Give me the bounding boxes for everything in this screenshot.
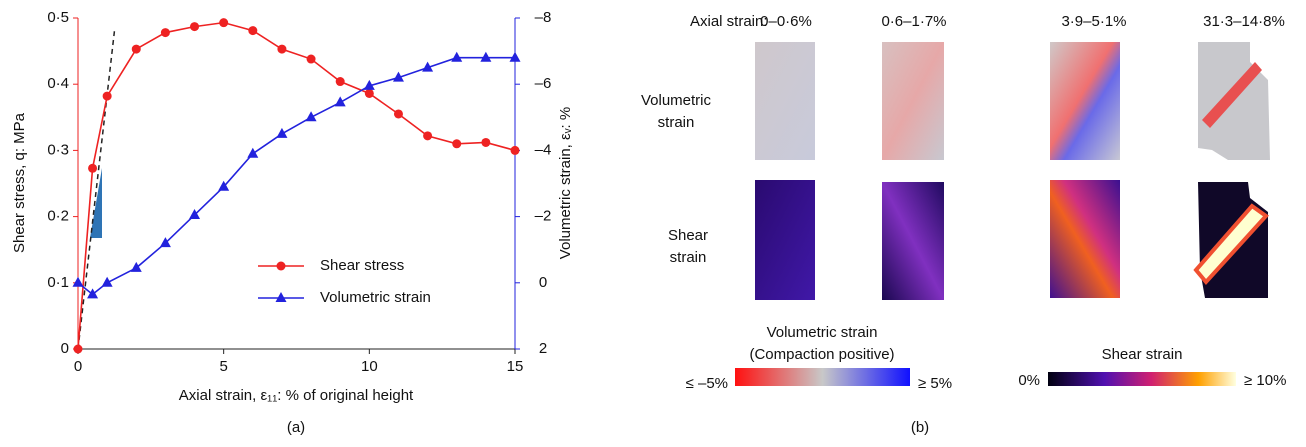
image-tile — [882, 182, 944, 300]
y2-tick-label: –4 — [535, 141, 552, 158]
colorbar-label: ≥ 5% — [918, 375, 952, 392]
row-label: Volumetric — [641, 92, 712, 109]
marker — [277, 262, 286, 271]
y2-tick-label: –8 — [535, 9, 552, 26]
y-tick-label: 0·4 — [47, 75, 69, 92]
y-tick-label: 0·5 — [47, 9, 69, 26]
x-tick-label: 5 — [219, 358, 227, 375]
column-label: 0·6–1·7% — [881, 13, 946, 30]
marker — [276, 128, 287, 138]
marker — [248, 26, 257, 35]
marker — [103, 92, 112, 101]
marker — [73, 277, 84, 287]
y-tick-label: 0·1 — [47, 274, 69, 291]
marker — [423, 131, 432, 140]
marker — [480, 52, 491, 62]
colorbar — [1048, 372, 1236, 386]
marker — [481, 138, 490, 147]
volumetric-images — [755, 42, 1270, 160]
marker — [247, 148, 258, 158]
y-tick-label: 0 — [61, 340, 69, 357]
y2-tick-label: 0 — [539, 274, 547, 291]
row-label: strain — [670, 249, 707, 266]
caption: (a) — [287, 419, 305, 436]
row-label: strain — [658, 114, 695, 131]
marker — [219, 18, 228, 27]
x-tick-label: 10 — [361, 358, 378, 375]
colorbar-label: 0% — [1018, 372, 1040, 389]
marker — [306, 111, 317, 121]
legend-label: Shear stress — [320, 257, 404, 274]
legend-label: Volumetric strain — [320, 289, 431, 306]
marker — [132, 45, 141, 54]
x-tick-label: 0 — [74, 358, 82, 375]
x-tick-label: 15 — [507, 358, 524, 375]
marker — [511, 146, 520, 155]
marker — [161, 28, 170, 37]
marker — [394, 109, 403, 118]
y2-axis-label: Volumetric strain, εᵥ: % — [557, 107, 574, 259]
column-label: 0–0·6% — [760, 13, 812, 30]
figure: Axial strain: 0–0·6% 0·6–1·7% 3·9–5·1% 3… — [0, 0, 1306, 442]
marker — [335, 96, 346, 106]
colorbar-title: (Compaction positive) — [749, 346, 894, 363]
image-tile — [755, 180, 815, 300]
marker — [276, 292, 287, 302]
marker — [102, 277, 113, 287]
y2-tick-label: –2 — [535, 208, 552, 225]
marker — [510, 52, 521, 62]
colorbar-label: ≥ 10% — [1244, 372, 1286, 389]
marker — [336, 77, 345, 86]
image-tile — [1050, 180, 1120, 298]
colorbar-title: Shear strain — [1102, 346, 1183, 363]
marker — [307, 55, 316, 64]
colorbar — [735, 368, 910, 386]
colorbar-title: Volumetric strain — [767, 324, 878, 341]
image-tile — [755, 42, 815, 160]
series-line — [78, 23, 515, 349]
marker — [451, 52, 462, 62]
marker — [74, 345, 83, 354]
y-tick-label: 0·3 — [47, 141, 69, 158]
image-tile — [1050, 42, 1120, 160]
marker — [277, 45, 286, 54]
image-tile — [882, 42, 944, 160]
colorbar-label: ≤ –5% — [686, 375, 728, 392]
marker — [88, 164, 97, 173]
row-label: Shear — [668, 227, 708, 244]
marker — [87, 288, 98, 298]
caption: (b) — [911, 419, 929, 436]
y2-tick-label: –6 — [535, 75, 552, 92]
shear-images — [755, 180, 1268, 300]
marker — [365, 89, 374, 98]
header: Axial strain: — [690, 13, 768, 30]
marker — [131, 262, 142, 272]
y2-tick-label: 2 — [539, 340, 547, 357]
column-label: 31·3–14·8% — [1203, 13, 1285, 30]
y-axis-label: Shear stress, q: MPa — [11, 112, 28, 253]
reference-line — [78, 31, 114, 349]
x-axis-label: Axial strain, ε₁₁: % of original height — [179, 387, 414, 404]
column-label: 3·9–5·1% — [1061, 13, 1126, 30]
y-tick-label: 0·2 — [47, 208, 69, 225]
marker — [452, 139, 461, 148]
marker — [190, 22, 199, 31]
series-line — [78, 58, 515, 295]
